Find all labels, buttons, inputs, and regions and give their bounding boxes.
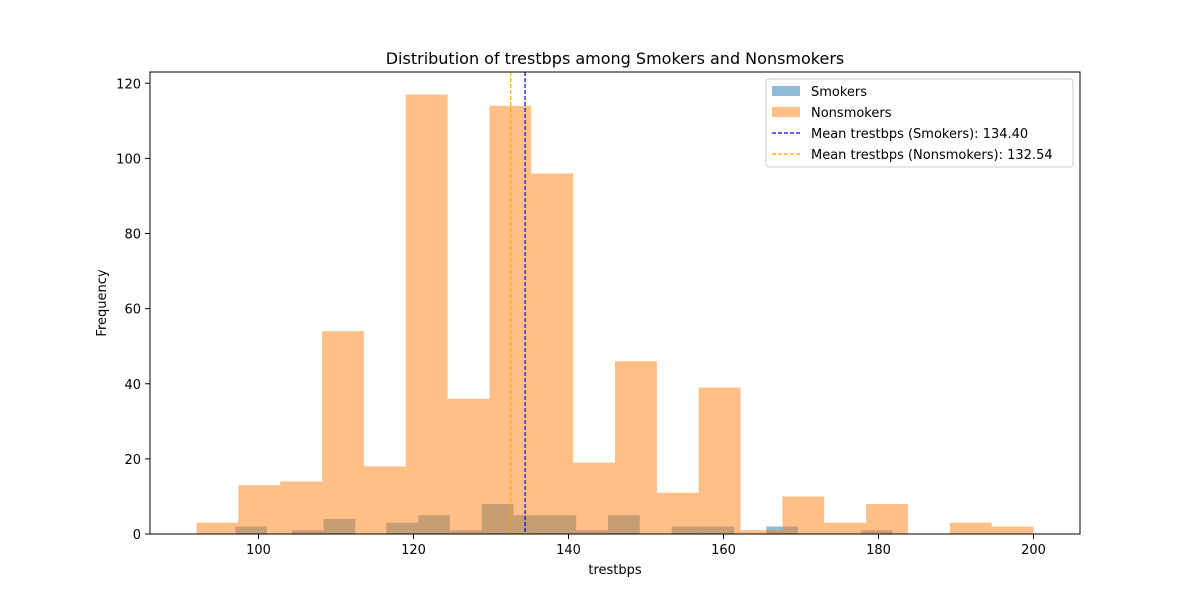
y-axis-ticks: 0 20 40 60 80 100 120 <box>116 77 150 543</box>
legend-box <box>765 78 1074 168</box>
x-axis-ticks: 100 120 140 160 180 200 <box>246 534 1046 558</box>
legend: Smokers Nonsmokers Mean trestbps (Smokers)… <box>765 78 1074 168</box>
nonsmokers-bar <box>656 492 699 534</box>
series-nonsmokers <box>196 94 1034 535</box>
x-tick-label: 180 <box>866 543 891 558</box>
nonsmokers-bar <box>196 522 239 534</box>
y-tick-label: 80 <box>124 228 141 243</box>
x-tick-label: 200 <box>1021 543 1046 558</box>
nonsmokers-bar <box>363 466 406 534</box>
y-tick-label: 20 <box>124 453 141 468</box>
chart-title: Distribution of trestbps among Smokers a… <box>386 49 845 68</box>
bars-layer <box>196 94 1034 535</box>
nonsmokers-bar <box>866 503 908 534</box>
nonsmokers-bar <box>238 485 281 534</box>
legend-label: Nonsmokers <box>811 106 892 121</box>
x-axis-label: trestbps <box>588 563 642 578</box>
nonsmokers-bar <box>573 462 615 534</box>
nonsmokers-bar <box>405 94 448 534</box>
x-tick-label: 120 <box>401 543 426 558</box>
nonsmokers-bar <box>280 481 323 534</box>
y-tick-label: 100 <box>116 152 141 167</box>
legend-swatch <box>772 107 800 117</box>
nonsmokers-bar <box>824 522 867 534</box>
y-tick-label: 120 <box>116 77 141 92</box>
nonsmokers-bar <box>740 530 783 534</box>
mean-lines-layer <box>510 72 526 534</box>
x-tick-label: 140 <box>556 543 581 558</box>
nonsmokers-bar <box>991 526 1034 534</box>
y-axis-label: Frequency <box>95 269 110 336</box>
legend-label: Mean trestbps (Smokers): 134.40 <box>811 127 1028 142</box>
legend-swatch <box>772 86 800 96</box>
y-tick-label: 0 <box>133 528 141 543</box>
nonsmokers-bar <box>322 331 364 534</box>
x-tick-label: 160 <box>711 543 736 558</box>
nonsmokers-bar <box>447 398 490 534</box>
nonsmokers-bar <box>698 387 741 534</box>
nonsmokers-bar <box>531 173 574 535</box>
y-tick-label: 40 <box>124 378 141 393</box>
nonsmokers-bar <box>949 522 992 534</box>
x-tick-label: 100 <box>246 543 271 558</box>
nonsmokers-bar <box>615 361 657 534</box>
y-tick-label: 60 <box>124 303 141 318</box>
nonsmokers-bar <box>782 496 825 534</box>
legend-label: Smokers <box>811 85 867 100</box>
axes-frame <box>149 71 1081 535</box>
legend-label: Mean trestbps (Nonsmokers): 132.54 <box>811 148 1053 163</box>
